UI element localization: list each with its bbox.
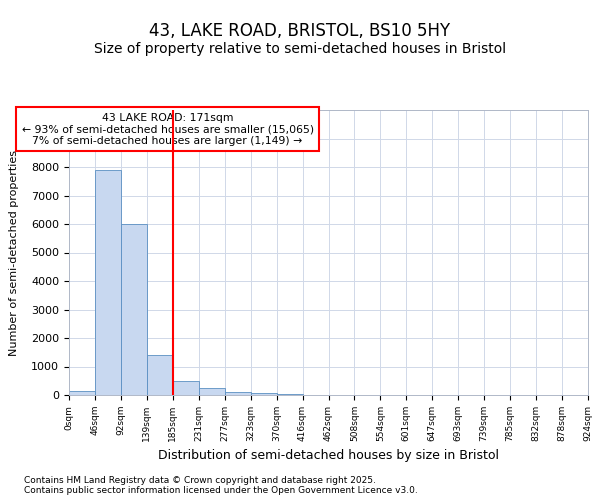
Text: Contains HM Land Registry data © Crown copyright and database right 2025.
Contai: Contains HM Land Registry data © Crown c… — [24, 476, 418, 495]
Text: 43, LAKE ROAD, BRISTOL, BS10 5HY: 43, LAKE ROAD, BRISTOL, BS10 5HY — [149, 22, 451, 40]
Bar — [69, 390, 95, 395]
Bar — [277, 394, 302, 395]
Bar — [199, 388, 224, 395]
Text: 43 LAKE ROAD: 171sqm
← 93% of semi-detached houses are smaller (15,065)
7% of se: 43 LAKE ROAD: 171sqm ← 93% of semi-detac… — [22, 113, 314, 146]
Bar — [121, 224, 147, 395]
Bar — [173, 381, 199, 395]
Bar — [225, 392, 251, 395]
Text: Size of property relative to semi-detached houses in Bristol: Size of property relative to semi-detach… — [94, 42, 506, 56]
X-axis label: Distribution of semi-detached houses by size in Bristol: Distribution of semi-detached houses by … — [158, 450, 499, 462]
Y-axis label: Number of semi-detached properties: Number of semi-detached properties — [9, 150, 19, 356]
Bar — [147, 355, 173, 395]
Bar — [251, 393, 277, 395]
Bar — [95, 170, 121, 395]
